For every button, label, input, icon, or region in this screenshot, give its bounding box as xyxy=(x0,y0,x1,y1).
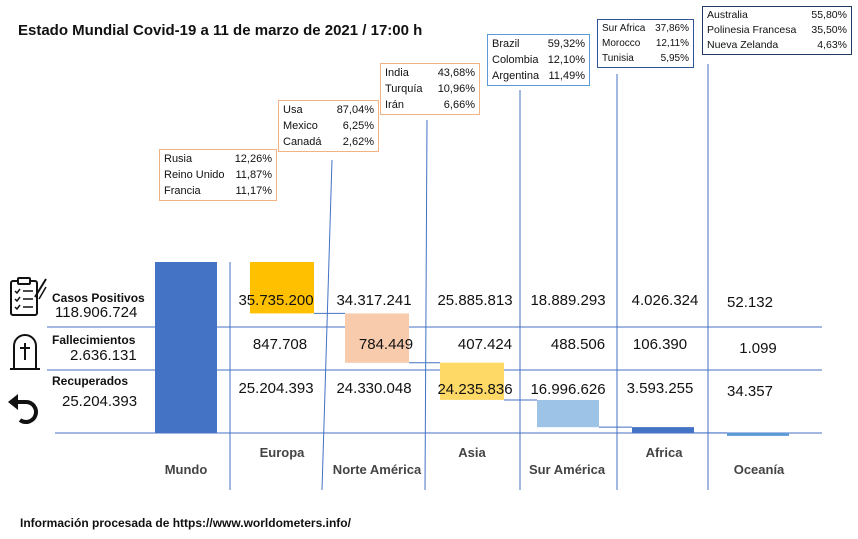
norte-america-deaths: 784.449 xyxy=(358,336,414,353)
column-divider-line xyxy=(424,119,428,491)
oceania-bar xyxy=(727,432,789,436)
sur-america-cases: 18.889.293 xyxy=(530,292,606,309)
europa-bar xyxy=(250,262,314,314)
sur-america-deaths: 488.506 xyxy=(550,336,606,353)
recovered-label: Recuperados xyxy=(52,374,129,388)
africa-recovered: 3.593.255 xyxy=(626,380,694,397)
sur-america-recovered: 16.996.626 xyxy=(530,381,606,398)
norte-america-breakdown: Usa 87,04% Mexico 6,25% Canadá 2,62% xyxy=(278,100,379,152)
norte-america-bar xyxy=(345,313,409,363)
africa-bar xyxy=(632,427,694,433)
positive-cases-value: 118.906.724 xyxy=(55,304,138,321)
category-oceania: Oceanía xyxy=(733,462,785,477)
oceania-cases: 52.132 xyxy=(727,294,773,311)
oceania-recovered: 34.357 xyxy=(727,383,773,400)
africa-breakdown: Sur Africa 37,86% Morocco 12,11% Tunisia 5,… xyxy=(597,19,694,68)
category-africa: Africa xyxy=(645,445,683,460)
category-mundo: Mundo xyxy=(164,462,208,477)
africa-deaths: 106.390 xyxy=(632,336,688,353)
asia-recovered: 24.235.836 xyxy=(437,381,513,398)
europa-deaths: 847.708 xyxy=(252,336,308,353)
asia-breakdown: India 43,68% Turquía 10,96% Irán 6,66% xyxy=(380,63,480,115)
europa-breakdown: Rusia 12,26% Reino Unido 11,87% Francia 11,… xyxy=(159,149,277,201)
deaths-label: Fallecimientos xyxy=(52,333,136,347)
norte-america-recovered: 24.330.048 xyxy=(336,380,412,397)
tombstone-icon xyxy=(10,334,40,370)
mundo-bar xyxy=(155,262,217,433)
asia-deaths: 407.424 xyxy=(457,336,513,353)
category-norte-america: Norte América xyxy=(332,462,422,477)
europa-recovered: 25.204.393 xyxy=(238,380,314,397)
europa-cases: 35.735.200 xyxy=(238,292,314,309)
asia-cases: 25.885.813 xyxy=(437,292,513,309)
page-title: Estado Mundial Covid-19 a 11 de marzo de… xyxy=(18,22,423,39)
norte-america-cases: 34.317.241 xyxy=(336,292,412,309)
source-footer: Información procesada de https://www.wor… xyxy=(20,516,351,530)
deaths-value: 2.636.131 xyxy=(70,347,137,364)
sur-america-bar xyxy=(537,400,599,428)
undo-arrow-icon xyxy=(8,394,38,424)
clipboard-checklist-icon xyxy=(10,277,47,316)
category-asia: Asia xyxy=(458,445,486,460)
asia-bar xyxy=(440,362,504,400)
category-europa: Europa xyxy=(259,445,305,460)
positive-cases-label: Casos Positivos xyxy=(52,291,145,305)
sur-america-breakdown: Brazil 59,32% Colombia 12,10% Argentina 11,… xyxy=(487,34,590,86)
africa-cases: 4.026.324 xyxy=(631,292,699,309)
oceania-deaths: 1.099 xyxy=(739,340,777,357)
column-divider-line xyxy=(321,159,333,491)
category-sur-america: Sur América xyxy=(528,462,606,477)
recovered-value: 25.204.393 xyxy=(62,393,138,410)
oceania-breakdown: Australia 55,80% Polinesia Francesa 35,50%… xyxy=(702,6,852,55)
